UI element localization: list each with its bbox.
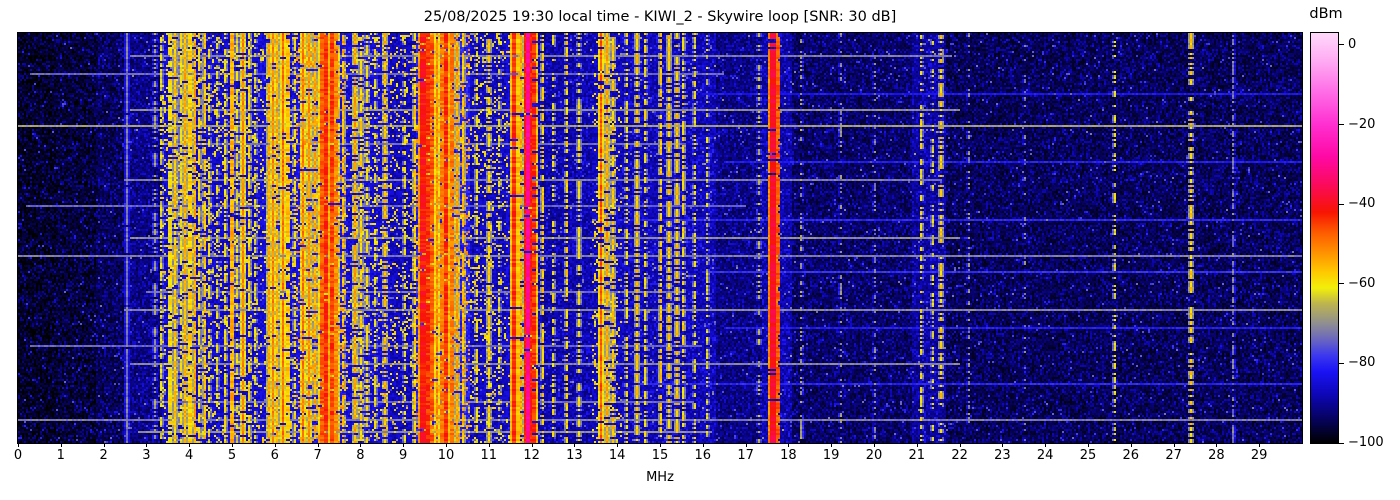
colorbar-tick-mark (1339, 203, 1344, 205)
colorbar-tick-label: −80 (1348, 355, 1376, 371)
x-tick-label: 0 (13, 448, 23, 463)
x-tick-label: 11 (480, 448, 498, 463)
colorbar-tick-mark (1339, 124, 1344, 126)
x-tick-label: 9 (399, 448, 408, 463)
x-tick-label: 4 (185, 448, 194, 463)
x-tick-label: 29 (1250, 448, 1268, 463)
colorbar-tick-label: 0 (1348, 36, 1357, 52)
x-tick-label: 7 (313, 448, 322, 463)
colorbar: 0 −20 −40 −60 −80 −100 (1310, 32, 1400, 450)
x-tick-label: 23 (994, 448, 1011, 463)
x-tick-label: 12 (523, 448, 540, 463)
colorbar-tick-label: −40 (1348, 196, 1376, 212)
x-tick-label: 17 (737, 448, 754, 463)
colorbar-tick-mark (1339, 362, 1344, 364)
x-tick-label: 15 (651, 448, 669, 463)
colorbar-title: dBm (1309, 6, 1343, 22)
colorbar-gradient (1310, 32, 1339, 444)
x-tick-label: 19 (822, 448, 840, 463)
x-tick-label: 20 (865, 448, 883, 463)
x-tick-label: 25 (1079, 448, 1097, 463)
plot-frame (17, 32, 1303, 444)
x-tick-label: 13 (566, 448, 583, 463)
x-axis-label: MHz (646, 470, 674, 485)
x-tick-label: 26 (1122, 448, 1140, 463)
colorbar-tick-label: −60 (1348, 275, 1376, 291)
x-tick-label: 10 (437, 448, 455, 463)
x-tick-label: 14 (608, 448, 626, 463)
colorbar-tick-mark (1339, 442, 1344, 444)
chart-title: 25/08/2025 19:30 local time - KIWI_2 - S… (423, 9, 897, 25)
spectrogram-canvas (18, 33, 1302, 443)
x-tick-label: 22 (951, 448, 968, 463)
x-tick-label: 18 (780, 448, 797, 463)
x-tick-label: 21 (908, 448, 926, 463)
colorbar-tick-label: −100 (1348, 435, 1384, 450)
x-tick-label: 8 (356, 448, 365, 463)
x-tick-label: 27 (1165, 448, 1182, 463)
x-tick-label: 28 (1208, 448, 1225, 463)
x-tick-label: 1 (56, 448, 65, 463)
x-tick-label: 16 (694, 448, 712, 463)
x-tick-label: 6 (270, 448, 279, 463)
colorbar-tick-label: −20 (1348, 116, 1376, 132)
x-tick-label: 24 (1036, 448, 1054, 463)
colorbar-tick-mark (1339, 283, 1344, 285)
colorbar-tick-mark (1339, 44, 1344, 46)
x-tick-label: 3 (142, 448, 151, 463)
x-tick-label: 5 (227, 448, 237, 463)
x-tick-label: 2 (99, 448, 108, 463)
